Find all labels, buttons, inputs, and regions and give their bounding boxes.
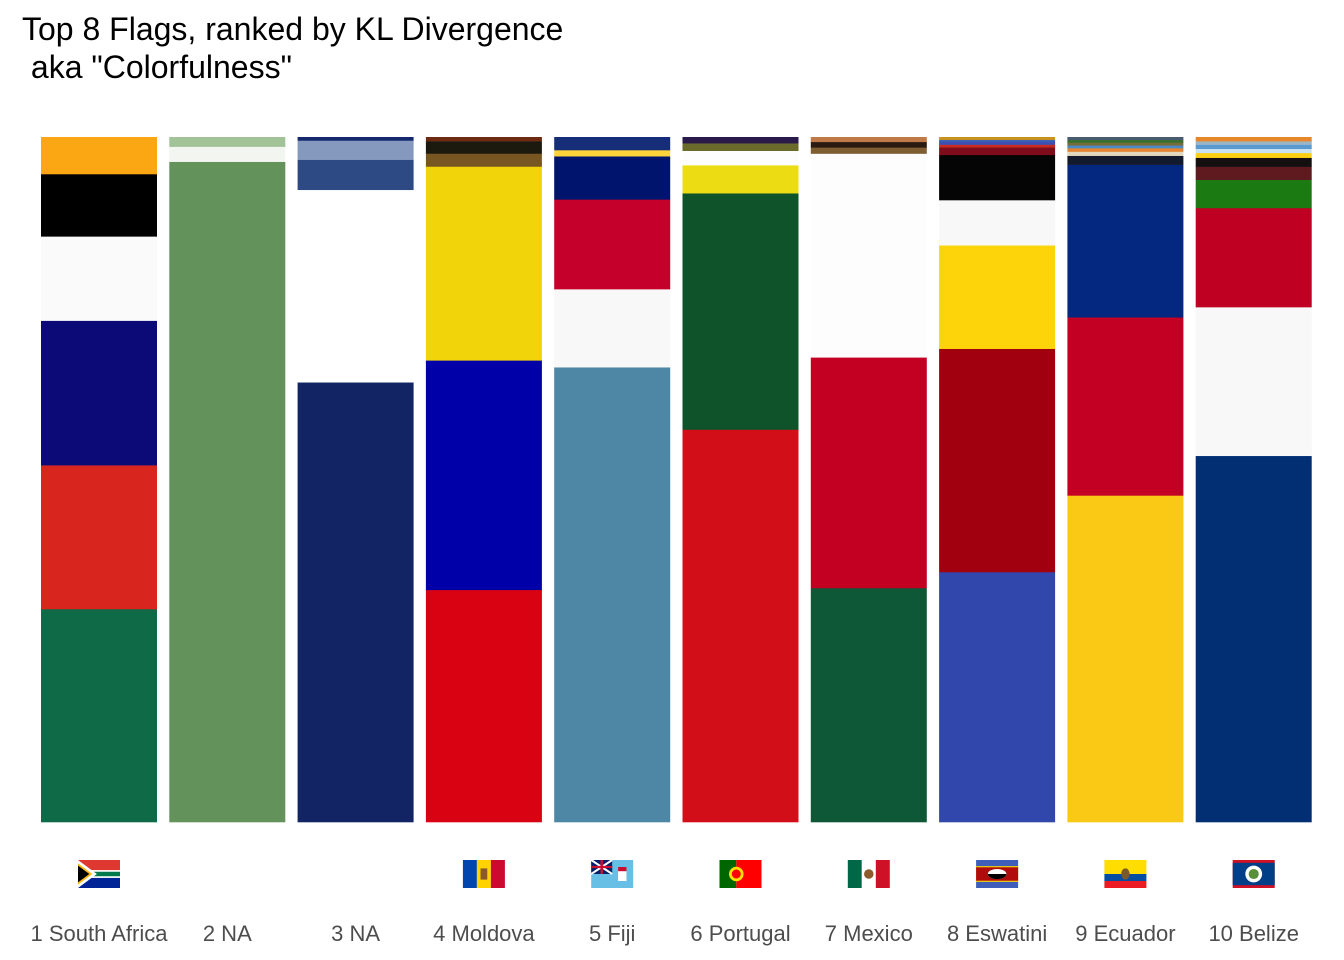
x-tick-label: 3 NA — [331, 921, 380, 946]
bar-2-na — [169, 137, 286, 823]
bar-1-south-africa — [41, 137, 157, 823]
bar-segment — [682, 429, 799, 823]
bar-segment — [41, 465, 157, 610]
bar-segment — [939, 571, 1056, 823]
x-tick-label: 10 Belize — [1208, 921, 1299, 946]
bar-3-na — [297, 137, 414, 823]
bar-segment — [1067, 495, 1184, 823]
bar-segment — [939, 245, 1056, 349]
bar-segment — [169, 161, 286, 823]
x-tick-label: 4 Moldova — [433, 921, 535, 946]
bar-segment — [41, 320, 157, 466]
bar-segment — [939, 141, 1056, 145]
flag-eswatini-icon — [976, 860, 1019, 888]
flag-ecuador-icon — [1104, 860, 1147, 888]
bar-segment — [1195, 455, 1312, 823]
bar-segment — [297, 140, 414, 160]
bar-segment — [41, 608, 157, 823]
bar-segment — [1195, 148, 1312, 154]
bar-segment — [425, 137, 542, 142]
bar-segment — [939, 144, 1056, 148]
bar-segment — [297, 137, 414, 141]
bar-segment — [1067, 142, 1184, 146]
bar-segment — [1195, 137, 1312, 142]
bar-segment — [1067, 317, 1184, 496]
bar-segment — [1067, 145, 1184, 149]
bar-segment — [554, 156, 671, 200]
bar-segment — [682, 165, 799, 194]
bar-segment — [939, 137, 1056, 141]
flag-belize-icon — [1232, 860, 1275, 888]
bar-segment — [1067, 151, 1184, 156]
bar-8-eswatini — [939, 137, 1056, 823]
bar-7-mexico — [810, 137, 927, 823]
bar-segment — [1195, 179, 1312, 209]
flag-mexico-icon — [847, 860, 890, 888]
x-tick-label: 5 Fiji — [589, 921, 635, 946]
bar-segment — [425, 166, 542, 361]
bar-segment — [1067, 139, 1184, 143]
bar-segment — [939, 147, 1056, 156]
bar-segment — [554, 199, 671, 290]
bar-segment — [1067, 155, 1184, 165]
chart-title: Top 8 Flags, ranked by KL Divergence aka… — [22, 11, 564, 85]
x-tick-label: 1 South Africa — [31, 921, 169, 946]
bar-segment — [1195, 207, 1312, 308]
bar-segment — [810, 141, 927, 148]
bar-segment — [554, 367, 671, 823]
bar-segment — [939, 348, 1056, 573]
bar-segment — [1067, 148, 1184, 152]
bar-segment — [1195, 141, 1312, 145]
bar-segment — [1195, 157, 1312, 167]
bar-segment — [554, 150, 671, 157]
bar-4-moldova — [425, 137, 542, 823]
bar-segment — [169, 137, 286, 147]
bar-segment — [169, 146, 286, 162]
bar-segment — [297, 189, 414, 383]
flag-moldova-icon — [462, 860, 505, 888]
bar-segment — [425, 153, 542, 167]
bar-segment — [1195, 144, 1312, 150]
bar-segment — [810, 137, 927, 143]
bar-segment — [810, 587, 927, 823]
flag-portugal-icon — [719, 860, 762, 888]
bar-segment — [1195, 166, 1312, 180]
bar-9-ecuador — [1067, 137, 1184, 823]
bar-segment — [682, 143, 799, 151]
bar-segment — [554, 289, 671, 368]
x-tick-label: 8 Eswatini — [947, 921, 1047, 946]
x-tick-label: 6 Portugal — [690, 921, 790, 946]
bar-segment — [41, 236, 157, 321]
bar-segment — [425, 360, 542, 591]
bar-5-fiji — [554, 137, 671, 823]
flag-fiji-icon — [590, 859, 634, 888]
bar-10-belize — [1195, 137, 1312, 823]
bar-segment — [425, 589, 542, 823]
x-tick-label: 2 NA — [203, 921, 252, 946]
x-tick-label: 9 Ecuador — [1075, 921, 1175, 946]
bar-segment — [1067, 137, 1184, 141]
bar-segment — [1067, 164, 1184, 318]
flag-south-africa-icon — [78, 860, 120, 888]
bar-segment — [939, 154, 1056, 201]
bar-segment — [810, 357, 927, 589]
bar-segment — [810, 153, 927, 358]
x-tick-label: 7 Mexico — [825, 921, 913, 946]
bar-segment — [939, 200, 1056, 246]
bar-segment — [41, 173, 157, 237]
bar-segment — [41, 137, 157, 175]
bar-segment — [939, 139, 1056, 143]
bar-segment — [1195, 152, 1312, 158]
bar-segment — [297, 159, 414, 191]
bar-segment — [682, 193, 799, 430]
bar-segment — [810, 147, 927, 154]
bar-segment — [682, 150, 799, 166]
bar-segment — [425, 141, 542, 154]
bar-segment — [682, 137, 799, 144]
bar-6-portugal — [682, 137, 799, 823]
bar-segment — [297, 382, 414, 823]
bar-segment — [554, 137, 671, 151]
bar-segment — [1195, 307, 1312, 457]
